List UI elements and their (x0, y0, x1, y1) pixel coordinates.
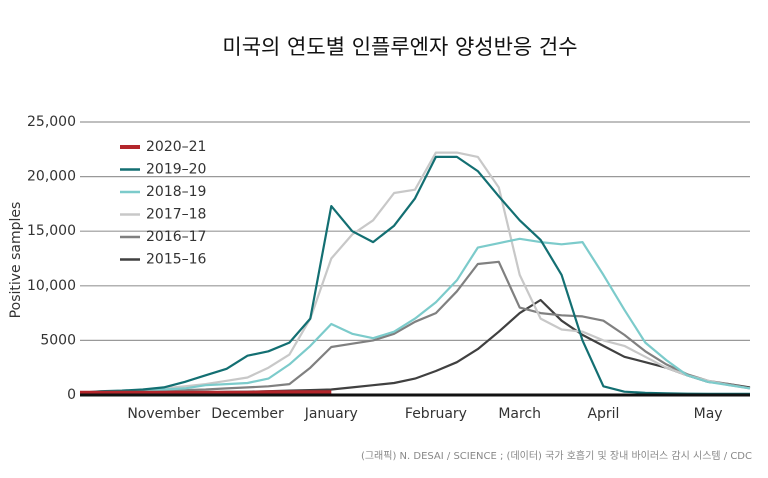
x-tick-label: May (694, 406, 723, 422)
legend-label: 2016–17 (146, 229, 206, 245)
x-tick-label: November (127, 406, 200, 422)
x-tick-label: January (304, 406, 358, 422)
x-tick-label: April (587, 406, 619, 422)
source-note: (그래픽) N. DESAI / SCIENCE ; (데이터) 국가 호흡기 … (361, 449, 752, 462)
legend-label: 2018–19 (146, 184, 206, 200)
y-tick-label: 0 (67, 387, 76, 403)
y-tick-label: 20,000 (27, 169, 76, 185)
y-tick-label: 15,000 (27, 223, 76, 239)
legend-label: 2017–18 (146, 207, 206, 223)
series-line (79, 155, 750, 395)
y-tick-label: 10,000 (27, 278, 76, 294)
y-axis-label: Positive samples (8, 202, 24, 319)
x-tick-label: February (405, 406, 467, 422)
chart-title: 미국의 연도별 인플루엔자 양성반응 건수 (222, 35, 577, 59)
legend-label: 2020–21 (146, 139, 206, 155)
series-line (79, 260, 751, 394)
x-tick-label: December (211, 406, 284, 422)
legend-label: 2015–16 (146, 252, 207, 268)
series-line (80, 390, 332, 395)
series-line (79, 237, 751, 394)
legend-label: 2019–20 (146, 162, 206, 178)
x-tick-label: March (498, 406, 541, 422)
y-tick-label: 25,000 (27, 114, 76, 130)
y-tick-label: 5000 (40, 332, 76, 348)
series-line (79, 151, 751, 394)
